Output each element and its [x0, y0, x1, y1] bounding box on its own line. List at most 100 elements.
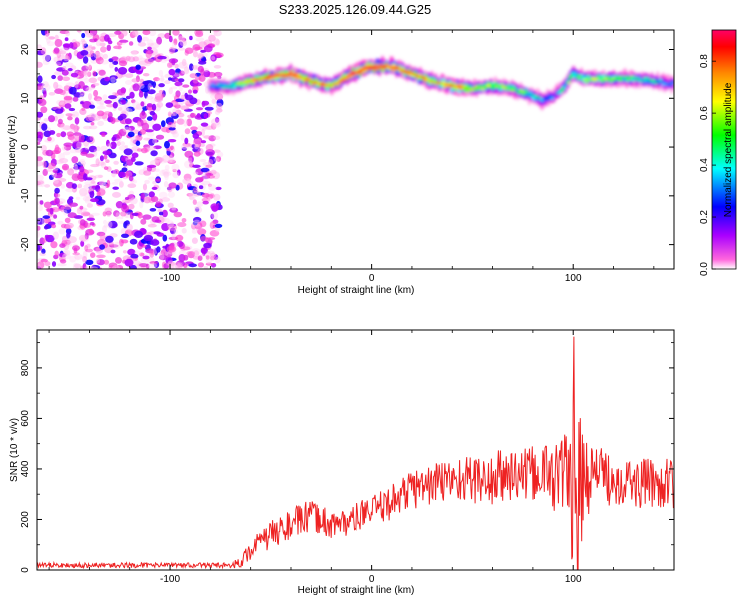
heatmap-noise-cell [195, 107, 204, 111]
heatmap-noise-cell [190, 126, 198, 131]
heatmap-noise-cell [51, 74, 56, 80]
heatmap-ridge-cell [442, 85, 447, 87]
heatmap-noise-cell [87, 117, 95, 122]
heatmap-ridge-cell [479, 88, 484, 91]
heatmap-ridge-cell [276, 72, 280, 75]
heatmap-noise-cell [170, 86, 178, 90]
heatmap-noise-cell [110, 76, 116, 84]
heatmap-noise-cell [54, 108, 64, 114]
heatmap-noise-cell [56, 61, 63, 65]
heatmap-ridge-cell [496, 86, 501, 89]
heatmap-ridge-cell [531, 95, 536, 98]
heatmap-noise-cell [99, 232, 106, 241]
heatmap-noise-cell [142, 183, 148, 191]
heatmap-noise-cell [214, 92, 224, 101]
heatmap-noise-cell [62, 151, 71, 156]
heatmap-ridge-cell [557, 91, 561, 93]
heatmap-ridge-cell [527, 93, 532, 97]
spectrogram-y-ticks: -20 -10 0 10 20 [20, 44, 674, 270]
heatmap-noise-cell [127, 248, 136, 256]
heatmap-noise-cell [135, 134, 143, 141]
heatmap-noise-cell [190, 112, 197, 118]
heatmap-noise-cell [73, 41, 81, 48]
heatmap-noise-cell [84, 188, 94, 192]
heatmap-noise-cell [134, 230, 143, 238]
heatmap-ridge-cell [548, 96, 553, 99]
heatmap-noise-cell [53, 81, 59, 90]
heatmap-ridge-cell [246, 82, 251, 84]
heatmap-ridge-cell [352, 70, 357, 73]
heatmap-ridge-cell [410, 71, 414, 73]
heatmap-noise-cell [96, 254, 106, 259]
heatmap-noise-cell [198, 185, 204, 190]
heatmap-noise-cell [139, 111, 147, 120]
heatmap-noise-cell [45, 149, 54, 157]
heatmap-noise-cell [114, 30, 122, 35]
heatmap-noise-cell [49, 207, 54, 215]
heatmap-noise-cell [64, 144, 72, 151]
heatmap-ridge-cell [413, 75, 417, 77]
heatmap-noise-cell [44, 30, 50, 37]
heatmap-noise-cell [142, 80, 150, 86]
snr-x-tick-label: 0 [369, 574, 375, 585]
heatmap-ridge-cell [392, 68, 396, 70]
heatmap-ridge-cell [434, 81, 438, 83]
heatmap-noise-cell [144, 91, 148, 99]
heatmap-noise-cell [46, 41, 55, 47]
heatmap-noise-cell [154, 92, 164, 101]
heatmap-noise-cell [99, 99, 105, 106]
heatmap-noise-cell [168, 191, 175, 198]
heatmap-noise-cell [122, 163, 128, 167]
heatmap-noise-cell [104, 111, 111, 115]
heatmap-noise-cell [88, 77, 98, 84]
heatmap-noise-cell [116, 88, 126, 96]
heatmap-noise-cell [207, 103, 212, 108]
heatmap-noise-cell [41, 248, 46, 255]
heatmap-noise-cell [69, 86, 77, 95]
heatmap-noise-cell [86, 203, 93, 208]
heatmap-noise-cell [108, 95, 117, 100]
heatmap-noise-cell [44, 261, 51, 267]
heatmap-noise-cell [178, 254, 186, 262]
heatmap-ridge-cell [339, 80, 344, 82]
spectrogram-x-ticks: -100 0 100 [48, 30, 655, 284]
heatmap-noise-cell [189, 195, 195, 201]
heatmap-noise-cell [74, 117, 80, 125]
heatmap-ridge-cell [210, 83, 214, 86]
heatmap-noise-cell [137, 42, 147, 47]
heatmap-noise-cell [112, 186, 119, 190]
heatmap-noise-cell [132, 83, 140, 92]
colorbar-tick-label: 0.2 [699, 210, 710, 224]
heatmap-noise-cell [128, 41, 134, 46]
heatmap-noise-cell [178, 61, 188, 69]
snr-y-tick-label: 800 [20, 359, 31, 376]
heatmap-noise-cell [118, 171, 127, 178]
heatmap-noise-cell [90, 84, 96, 89]
heatmap-noise-cell [81, 65, 89, 72]
heatmap-ridge-cell [373, 65, 378, 67]
heatmap-noise-cell [65, 62, 74, 68]
heatmap-noise-cell [72, 252, 80, 256]
heatmap-noise-cell [199, 220, 207, 228]
heatmap-noise-cell [119, 181, 124, 188]
heatmap-noise-cell [67, 236, 77, 244]
heatmap-noise-cell [197, 255, 203, 261]
heatmap-noise-cell [181, 147, 187, 151]
heatmap-noise-cell [90, 163, 100, 168]
heatmap-noise-cell [194, 30, 204, 36]
heatmap-noise-cell [192, 187, 198, 193]
heatmap-ridge-cell [270, 76, 275, 79]
heatmap-noise-cell [120, 211, 127, 217]
heatmap-noise-cell [78, 71, 88, 76]
heatmap-noise-cell [64, 224, 73, 230]
heatmap-noise-cell [131, 99, 136, 104]
heatmap-noise-cell [76, 30, 82, 33]
heatmap-noise-cell [183, 119, 188, 127]
heatmap-ridge-cell [218, 84, 222, 86]
heatmap-noise-cell [59, 259, 67, 264]
heatmap-noise-cell [110, 249, 116, 254]
heatmap-noise-cell [55, 159, 64, 165]
heatmap-noise-cell [85, 153, 95, 158]
heatmap-noise-cell [148, 262, 158, 269]
